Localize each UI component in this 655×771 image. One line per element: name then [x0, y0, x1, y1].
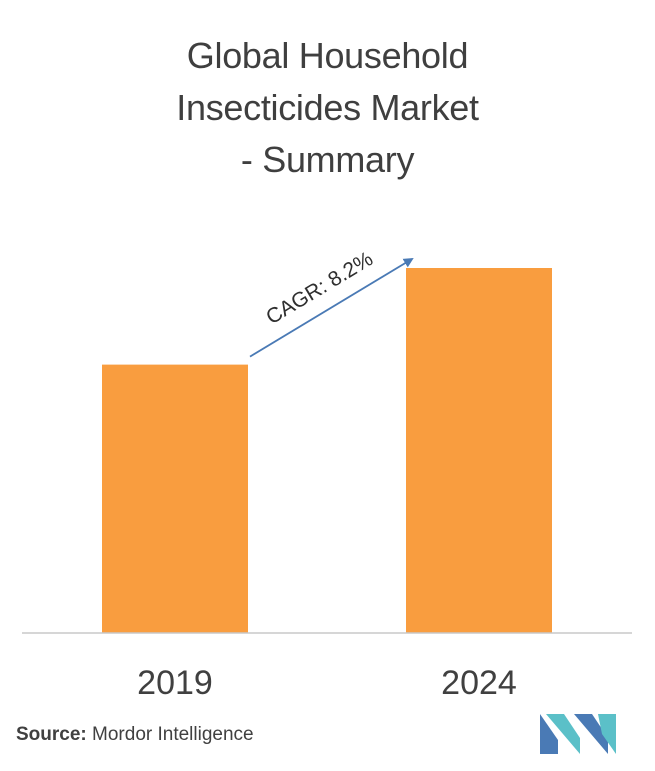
chart-title: Global Household Insecticides Market - S… — [0, 30, 655, 186]
title-line-3: - Summary — [240, 139, 415, 180]
x-tick-label-2024: 2024 — [441, 664, 517, 702]
bar-2024 — [406, 268, 552, 633]
bar-2019 — [102, 364, 248, 633]
source-label: Source: — [16, 724, 87, 745]
source-text: Mordor Intelligence — [92, 724, 254, 745]
source-note: Source: Mordor Intelligence — [16, 724, 254, 746]
title-line-2: Insecticides Market — [176, 87, 479, 128]
bars-group — [102, 268, 552, 633]
x-tick-labels: 2019 2024 — [137, 664, 517, 702]
title-line-1: Global Household — [186, 35, 469, 76]
mordor-intelligence-logo — [540, 714, 616, 754]
cagr-arrow — [249, 257, 414, 358]
x-tick-label-2019: 2019 — [137, 664, 213, 702]
cagr-label: CAGR: 8.2% — [262, 247, 377, 329]
